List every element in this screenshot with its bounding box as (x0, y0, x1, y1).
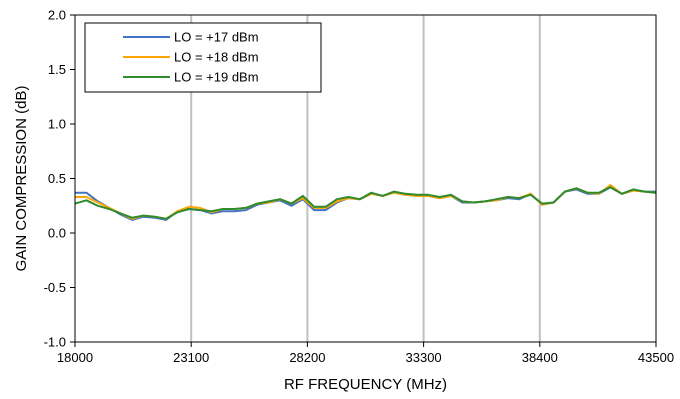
legend-items: LO = +17 dBm LO = +18 dBm LO = +19 dBm (123, 30, 259, 85)
y-tick-label: 0.5 (48, 171, 66, 186)
x-tick-label: 23100 (173, 350, 209, 365)
y-tick-label: 1.0 (48, 117, 66, 132)
y-tick-label: -0.5 (44, 280, 66, 295)
series-line (74, 186, 657, 220)
y-tick-label: -1.0 (44, 335, 66, 350)
x-tick-label: 33300 (406, 350, 442, 365)
legend: LO = +17 dBm LO = +18 dBm LO = +19 dBm (84, 22, 322, 93)
x-axis-title: RF FREQUENCY (MHz) (284, 376, 447, 393)
legend-label: LO = +19 dBm (174, 70, 259, 85)
x-tick-label: 18000 (57, 350, 93, 365)
series-lines (74, 184, 657, 221)
y-axis-title: GAIN COMPRESSION (dB) (13, 86, 30, 272)
y-tick-label: 1.5 (48, 62, 66, 77)
x-tick-label: 28200 (289, 350, 325, 365)
legend-label: LO = +18 dBm (174, 50, 259, 65)
x-tick-label: 38400 (522, 350, 558, 365)
plot-frame (74, 14, 657, 343)
y-tick-label: 0.0 (48, 226, 66, 241)
legend-label: LO = +17 dBm (174, 30, 259, 45)
y-tick-label: 2.0 (48, 8, 66, 23)
x-tick-labels: 18000 23100 28200 33300 38400 43500 (57, 350, 674, 365)
x-tick-label: 43500 (638, 350, 674, 365)
y-tick-labels: -1.0 -0.5 0.0 0.5 1.0 1.5 2.0 (44, 8, 66, 350)
